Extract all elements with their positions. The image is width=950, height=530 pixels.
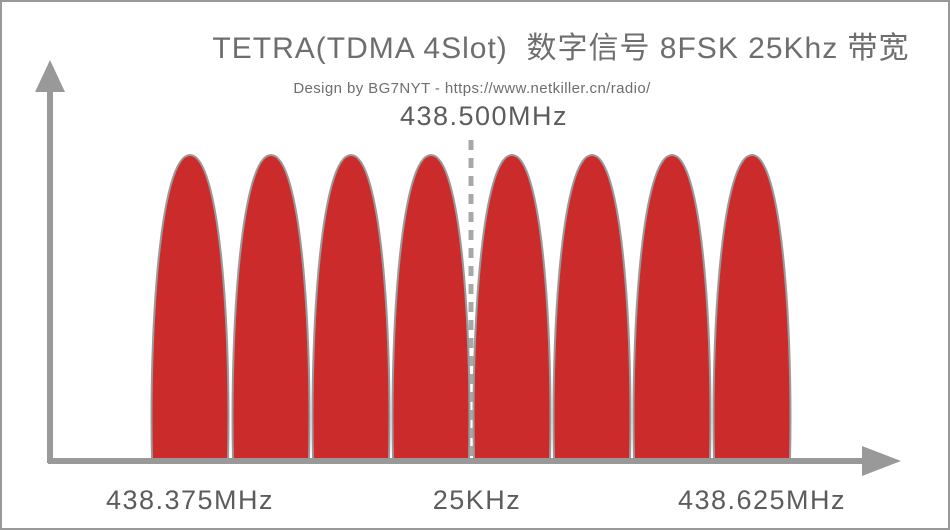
spectrum-lobe-7 xyxy=(632,153,712,460)
center-frequency-label: 438.500MHz xyxy=(399,101,569,131)
chart-title: TETRA(TDMA 4Slot) 数字信号 8FSK 25Khz 带宽 xyxy=(212,32,910,65)
channel-spacing-label: 25KHz xyxy=(432,485,522,515)
spectrum-lobe-3 xyxy=(311,153,391,460)
chart-subtitle: Design by BG7NYT - https://www.netkiller… xyxy=(293,80,651,97)
y-axis-arrowhead xyxy=(35,60,65,92)
left-frequency-label: 438.375MHz xyxy=(105,485,275,515)
right-frequency-label: 438.625MHz xyxy=(677,485,847,515)
spectrum-lobe-8 xyxy=(712,153,792,460)
spectrum-lobe-5 xyxy=(472,153,552,460)
spectrum-lobe-1 xyxy=(150,153,230,460)
spectrum-lobe-6 xyxy=(552,153,632,460)
spectrum-lobe-2 xyxy=(231,153,311,460)
x-axis-arrowhead xyxy=(862,446,901,476)
spectrum-lobe-4 xyxy=(391,153,471,460)
